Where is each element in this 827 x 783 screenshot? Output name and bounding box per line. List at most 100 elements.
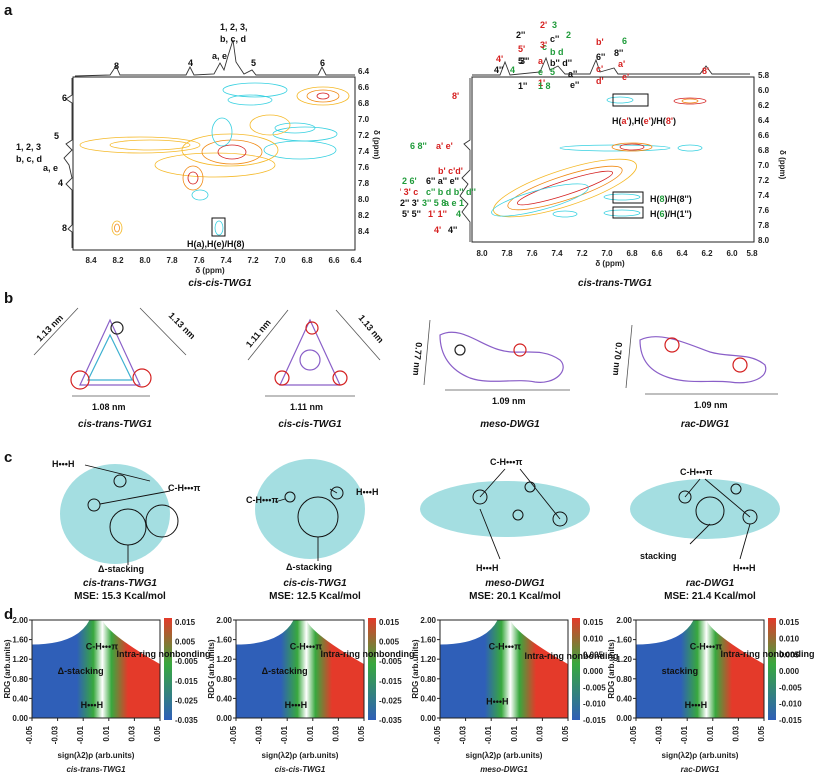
assign-label: 5'' bbox=[518, 56, 527, 66]
assign-label: 2 bbox=[566, 30, 571, 40]
colorbar-label: 0.000 bbox=[779, 667, 800, 676]
tick: 8.0 bbox=[476, 249, 488, 258]
x-tick-label: 0.05 bbox=[757, 725, 766, 741]
y-tick-label: 0.40 bbox=[616, 694, 632, 703]
tick: 6.8 bbox=[358, 99, 370, 108]
tick: 8.2 bbox=[358, 211, 370, 220]
colorbar bbox=[368, 618, 376, 720]
peak-label: 1, 2, 3 bbox=[16, 142, 41, 152]
y-tick-label: 1.20 bbox=[616, 655, 632, 664]
assign-label: 2'' 3' bbox=[400, 198, 419, 208]
colorbar-label: 0.015 bbox=[175, 618, 196, 627]
tick: 7.2 bbox=[576, 249, 588, 258]
nmr-right-figure: 8.0 7.8 7.6 7.4 7.2 7.0 6.8 6.6 6.4 6.2 … bbox=[400, 20, 787, 268]
colorbar-label: 0.000 bbox=[583, 667, 604, 676]
assign-label: 2'' bbox=[516, 30, 525, 40]
colorbar-label: -0.005 bbox=[379, 657, 402, 666]
assign-label: 2' bbox=[540, 20, 547, 30]
tick: 8.0 bbox=[758, 236, 770, 245]
nci-label: C-H•••π bbox=[246, 495, 278, 505]
dimension-label: 1.09 nm bbox=[694, 400, 728, 410]
rdg-annotation: Intra-ring nonbonding bbox=[720, 649, 814, 659]
peak-label: b, c, d bbox=[16, 154, 42, 164]
x-axis-label: sign(λ2)ρ (arb.units) bbox=[466, 751, 543, 760]
y-axis-label: RDG (arb.units) bbox=[3, 639, 12, 698]
panel-c-nci: H•••H C-H•••π Δ-stacking C-H•••π H•••H Δ… bbox=[52, 457, 780, 574]
rdg-cloud bbox=[236, 620, 364, 718]
colorbar-label: -0.025 bbox=[379, 696, 402, 705]
x-axis-label: δ (ppm) bbox=[195, 266, 225, 275]
tick: 7.8 bbox=[166, 256, 178, 265]
peak-label: 8 bbox=[114, 61, 119, 71]
y-tick-label: 1.60 bbox=[420, 636, 436, 645]
assign-label: 8'' bbox=[614, 48, 623, 58]
x-tick-label: -0.03 bbox=[459, 725, 468, 744]
colorbar-label: -0.015 bbox=[379, 677, 402, 686]
y-tick-label: 2.00 bbox=[12, 616, 28, 625]
x-tick-label: 0.01 bbox=[306, 725, 315, 741]
x-tick-label: 0.05 bbox=[357, 725, 366, 741]
panel-label-b: b bbox=[4, 290, 14, 307]
colorbar-label: -0.015 bbox=[583, 716, 606, 725]
caption-b-4: rac-DWG1 bbox=[680, 419, 730, 430]
y-tick-label: 0.40 bbox=[12, 694, 28, 703]
assign-label: c' bbox=[596, 64, 603, 74]
colorbar-label: -0.015 bbox=[779, 716, 802, 725]
x-tick-label: 0.01 bbox=[510, 725, 519, 741]
x-axis-label: sign(λ2)ρ (arb.units) bbox=[662, 751, 739, 760]
assign-label: 3'' 5 8 bbox=[422, 198, 446, 208]
x-tick-label: -0.01 bbox=[280, 725, 289, 744]
y-axis-label: RDG (arb.units) bbox=[411, 639, 420, 698]
assign-label: 5 bbox=[550, 67, 555, 77]
y-tick-label: 0.40 bbox=[420, 694, 436, 703]
y-tick-label: 2.00 bbox=[216, 616, 232, 625]
colorbar-label: -0.035 bbox=[175, 716, 198, 725]
colorbar-label: -0.010 bbox=[583, 700, 606, 709]
y-tick-label: 0.80 bbox=[216, 675, 232, 684]
assign-label: 6 bbox=[622, 36, 627, 46]
nci-label: H•••H bbox=[476, 563, 498, 573]
x-tick-label: -0.03 bbox=[255, 725, 264, 744]
assign-label: 1' 1'' bbox=[428, 209, 447, 219]
assign-label: 3 bbox=[552, 20, 557, 30]
panel-label-c: c bbox=[4, 449, 13, 466]
assign-label: a' bbox=[618, 59, 625, 69]
tick: 7.8 bbox=[358, 179, 370, 188]
tick: 7.4 bbox=[551, 249, 563, 258]
nci-label: H•••H bbox=[52, 459, 74, 469]
tick: 6.4 bbox=[676, 249, 688, 258]
y-tick-label: 1.60 bbox=[12, 636, 28, 645]
rdg-annotation: C-H•••π bbox=[86, 641, 118, 651]
tick: 8.0 bbox=[139, 256, 151, 265]
assign-label: e bbox=[538, 67, 543, 77]
tick: 7.6 bbox=[358, 163, 370, 172]
tick: 8.0 bbox=[358, 195, 370, 204]
tick: 6.2 bbox=[701, 249, 713, 258]
assign-label: 8' bbox=[452, 91, 459, 101]
assign-label: b'' d'' bbox=[550, 58, 572, 68]
x-tick-label: 0.01 bbox=[706, 725, 715, 741]
assign-label: 1'' bbox=[518, 81, 527, 91]
colorbar-label: 0.015 bbox=[379, 618, 400, 627]
assign-label: 1' bbox=[538, 78, 545, 88]
tick: 7.0 bbox=[758, 161, 770, 170]
y-tick-label: 2.00 bbox=[616, 616, 632, 625]
x-tick-label: -0.03 bbox=[655, 725, 664, 744]
tick: 6.4 bbox=[350, 256, 362, 265]
rdg-chart: 0.000.400.801.201.602.00-0.05 -0.03 -0.01 0… bbox=[607, 616, 814, 774]
y-axis-label: δ (ppm) bbox=[778, 150, 787, 180]
tick: 7.8 bbox=[501, 249, 513, 258]
box-label: H(a),H(e)/H(8) bbox=[187, 239, 245, 249]
tick: 8.4 bbox=[358, 227, 370, 236]
x-tick-label: 0.05 bbox=[153, 725, 162, 741]
assign-label: b d bbox=[550, 47, 564, 57]
caption-cis-cis: cis-cis-TWG1 bbox=[188, 278, 252, 289]
tick: 7.6 bbox=[193, 256, 205, 265]
x-tick-label: 0.01 bbox=[102, 725, 111, 741]
tick: 7.0 bbox=[601, 249, 613, 258]
peak-label: a, e bbox=[43, 163, 58, 173]
tick: 6.2 bbox=[758, 101, 770, 110]
x-tick-label: -0.01 bbox=[680, 725, 689, 744]
assign-label: 4 bbox=[510, 65, 515, 75]
colorbar bbox=[164, 618, 172, 720]
